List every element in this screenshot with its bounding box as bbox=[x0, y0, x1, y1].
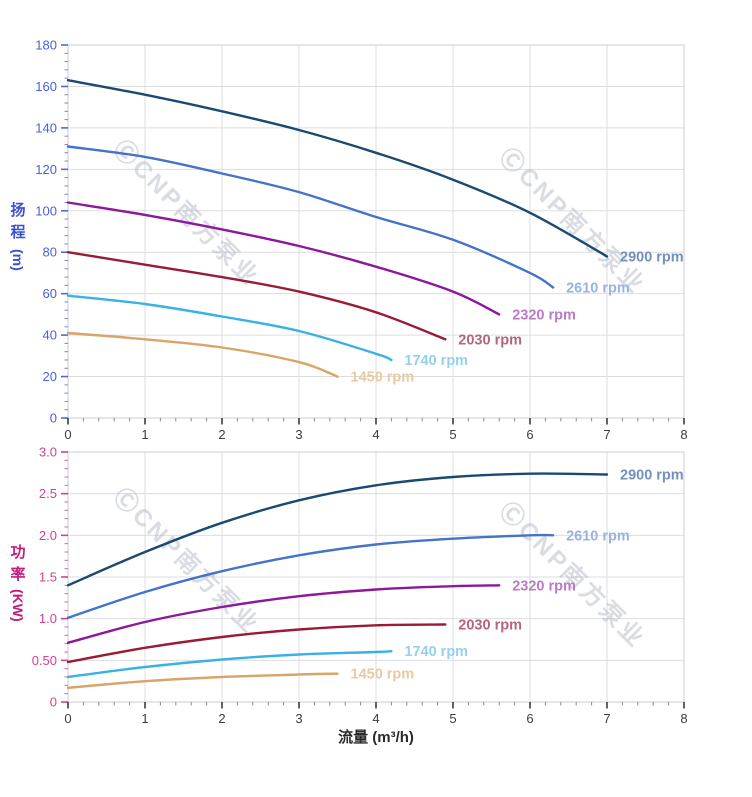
curve-2900-rpm bbox=[66, 79, 609, 258]
y-tick-label: 180 bbox=[35, 38, 57, 53]
x-tick-label: 3 bbox=[295, 427, 302, 442]
x-tick-label: 7 bbox=[603, 711, 610, 726]
curve-label-2030-rpm: 2030 rpm bbox=[458, 618, 522, 634]
curve-label-2320-rpm: 2320 rpm bbox=[512, 307, 576, 323]
x-tick-label: 3 bbox=[295, 711, 302, 726]
y-axis-title-char: 率 bbox=[10, 565, 25, 583]
x-tick-label: 1 bbox=[141, 427, 148, 442]
curve-2030-rpm bbox=[66, 623, 447, 664]
y-tick-label: 40 bbox=[43, 328, 57, 343]
x-tick-label: 5 bbox=[449, 427, 456, 442]
y-tick-label: 2.0 bbox=[39, 528, 57, 543]
y-tick-label: 60 bbox=[43, 286, 57, 301]
curve-2900-rpm bbox=[66, 472, 609, 587]
y-tick-label: 2.5 bbox=[39, 486, 57, 501]
curve-label-2320-rpm: 2320 rpm bbox=[512, 578, 576, 594]
y-tick-label: 100 bbox=[35, 203, 57, 218]
y-tick-label: 120 bbox=[35, 162, 57, 177]
curve-label-1740-rpm: 1740 rpm bbox=[404, 644, 468, 660]
y-tick-label: 20 bbox=[43, 369, 57, 384]
y-tick-label: 0.50 bbox=[32, 653, 57, 668]
curve-2320-rpm bbox=[66, 584, 501, 644]
curve-1740-rpm bbox=[66, 294, 393, 362]
y-tick-label: 0 bbox=[50, 695, 57, 710]
x-axis-title: 流量 (m³/h) bbox=[338, 728, 414, 746]
curve-2610-rpm bbox=[66, 533, 555, 619]
curve-label-1740-rpm: 1740 rpm bbox=[404, 353, 468, 369]
curve-1450-rpm bbox=[66, 331, 339, 378]
x-tick-label: 2 bbox=[218, 711, 225, 726]
curve-2320-rpm bbox=[66, 201, 501, 316]
x-tick-label: 8 bbox=[680, 711, 687, 726]
watermark: ⒸCNP南方泵业 bbox=[494, 142, 651, 299]
y-tick-label: 1.0 bbox=[39, 611, 57, 626]
x-tick-label: 1 bbox=[141, 711, 148, 726]
y-tick-label: 1.5 bbox=[39, 570, 57, 585]
x-tick-label: 4 bbox=[372, 711, 379, 726]
y-axis-title-char: 扬 bbox=[10, 201, 25, 219]
y-axis-title-char: 功 bbox=[10, 544, 25, 561]
y-tick-label: 140 bbox=[35, 120, 57, 135]
curve-1740-rpm bbox=[66, 650, 393, 679]
y-tick-label: 3.0 bbox=[39, 445, 57, 460]
y-tick-label: 80 bbox=[43, 245, 57, 260]
x-tick-label: 0 bbox=[64, 711, 71, 726]
curve-label-2900-rpm: 2900 rpm bbox=[620, 468, 684, 484]
curve-label-2610-rpm: 2610 rpm bbox=[566, 528, 630, 544]
y-tick-label: 0 bbox=[50, 411, 57, 426]
x-tick-label: 5 bbox=[449, 711, 456, 726]
chart-head: 0 20 40 60 80 100 120 140 160 180 0 1 2 3 4 5 6 7 8 ⒸCNP南方泵… bbox=[10, 38, 688, 443]
x-tick-label: 0 bbox=[64, 427, 71, 442]
x-tick-label: 8 bbox=[680, 427, 687, 442]
curve-1450-rpm bbox=[66, 672, 339, 689]
x-tick-label: 7 bbox=[603, 427, 610, 442]
y-axis-title-unit: (KW) bbox=[10, 589, 26, 622]
curve-label-2900-rpm: 2900 rpm bbox=[620, 249, 684, 265]
x-tick-label: 6 bbox=[526, 711, 533, 726]
y-axis-title-unit: (m) bbox=[10, 249, 26, 271]
curve-label-1450-rpm: 1450 rpm bbox=[351, 667, 415, 683]
y-axis-title-char: 程 bbox=[10, 224, 25, 241]
x-tick-label: 4 bbox=[372, 427, 379, 442]
curve-label-2030-rpm: 2030 rpm bbox=[458, 332, 522, 348]
curve-2030-rpm bbox=[66, 251, 447, 341]
x-tick-label: 2 bbox=[218, 427, 225, 442]
y-tick-label: 160 bbox=[35, 79, 57, 94]
curve-label-1450-rpm: 1450 rpm bbox=[351, 370, 415, 386]
curve-2610-rpm bbox=[66, 145, 555, 289]
x-tick-label: 6 bbox=[526, 427, 533, 442]
curve-label-2610-rpm: 2610 rpm bbox=[566, 280, 630, 296]
watermark: ⒸCNP南方泵业 bbox=[108, 482, 265, 639]
